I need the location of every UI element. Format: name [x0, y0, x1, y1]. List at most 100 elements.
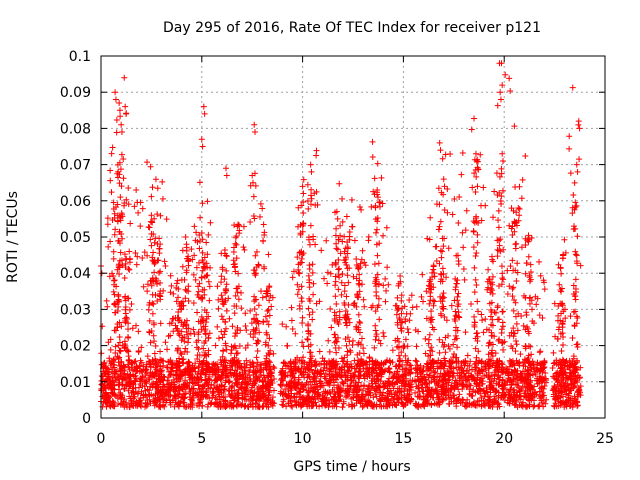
data-point	[485, 342, 492, 349]
data-point-peak	[516, 212, 523, 219]
data-point	[494, 102, 501, 109]
data-point	[264, 374, 271, 381]
data-point	[299, 320, 306, 327]
data-point	[438, 189, 445, 196]
data-point	[419, 373, 426, 380]
data-point	[157, 376, 164, 383]
data-point	[214, 283, 221, 290]
data-point	[512, 348, 519, 355]
data-point	[565, 384, 572, 391]
data-point	[426, 331, 433, 338]
data-point	[449, 211, 456, 218]
data-point	[413, 358, 420, 365]
data-point	[447, 151, 454, 158]
data-point	[157, 356, 164, 363]
data-point	[213, 376, 220, 383]
data-point	[130, 373, 137, 380]
data-point	[156, 245, 163, 252]
data-point	[506, 389, 513, 396]
data-point	[260, 393, 267, 400]
data-point	[135, 209, 142, 216]
data-point	[348, 395, 355, 402]
data-point	[110, 379, 117, 386]
data-point	[133, 261, 140, 268]
data-point	[232, 240, 239, 247]
data-point	[231, 370, 238, 377]
data-point	[130, 381, 137, 388]
data-point	[118, 151, 125, 158]
data-point	[111, 364, 118, 371]
data-point	[378, 174, 385, 181]
data-point	[455, 219, 462, 226]
data-point	[231, 342, 238, 349]
data-point	[424, 393, 431, 400]
data-point	[473, 250, 480, 257]
data-point	[107, 177, 114, 184]
data-point	[438, 276, 445, 283]
data-point	[296, 270, 303, 277]
data-point	[263, 329, 270, 336]
data-point	[196, 280, 203, 287]
data-point	[305, 236, 312, 243]
data-point	[359, 247, 366, 254]
data-point	[205, 401, 212, 408]
data-point	[190, 299, 197, 306]
data-point	[312, 384, 319, 391]
data-point	[359, 281, 366, 288]
data-point	[205, 231, 212, 238]
data-point	[439, 397, 446, 404]
data-point	[353, 275, 360, 282]
data-point	[185, 257, 192, 264]
data-point	[199, 361, 206, 368]
data-point	[514, 392, 521, 399]
data-point	[148, 242, 155, 249]
data-point	[356, 350, 363, 357]
data-point	[444, 185, 451, 192]
data-point	[256, 213, 263, 220]
data-point	[374, 359, 381, 366]
data-point	[240, 374, 247, 381]
data-point	[542, 400, 549, 407]
data-point-peak	[441, 183, 448, 190]
data-point	[377, 340, 384, 347]
data-point	[456, 193, 463, 200]
data-point	[180, 302, 187, 309]
data-point	[532, 293, 539, 300]
data-point	[385, 366, 392, 373]
data-point	[569, 395, 576, 402]
data-point	[474, 381, 481, 388]
data-point	[541, 286, 548, 293]
data-point	[192, 360, 199, 367]
data-point	[227, 399, 234, 406]
data-point	[495, 207, 502, 214]
data-point	[496, 316, 503, 323]
data-point	[144, 281, 151, 288]
data-point	[223, 267, 230, 274]
data-point	[140, 283, 147, 290]
data-point	[497, 236, 504, 243]
data-point	[385, 281, 392, 288]
data-point	[259, 385, 266, 392]
data-point	[251, 215, 258, 222]
data-point	[124, 347, 131, 354]
data-point-peak	[307, 161, 314, 168]
data-point-peak	[116, 100, 123, 107]
data-point	[406, 383, 413, 390]
data-point	[176, 360, 183, 367]
data-point	[397, 273, 404, 280]
data-point	[436, 226, 443, 233]
data-point	[355, 326, 362, 333]
data-point	[117, 371, 124, 378]
data-point	[474, 183, 481, 190]
data-point	[131, 203, 138, 210]
data-point	[540, 365, 547, 372]
data-point	[467, 382, 474, 389]
data-point	[412, 389, 419, 396]
data-point	[313, 152, 320, 159]
data-point	[513, 341, 520, 348]
data-point	[349, 341, 356, 348]
data-point	[116, 347, 123, 354]
data-point	[436, 260, 443, 267]
data-point	[288, 317, 295, 324]
data-point	[321, 275, 328, 282]
